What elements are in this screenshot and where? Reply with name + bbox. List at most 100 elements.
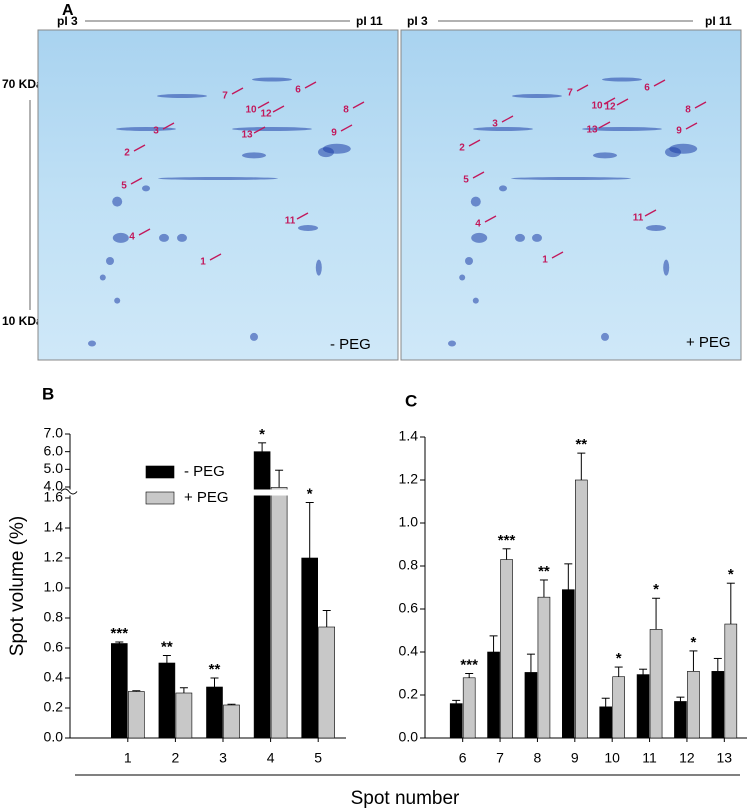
x-tick-label: 12 [679, 750, 695, 766]
bar [462, 677, 476, 739]
panel-label: C [405, 391, 417, 410]
spot-label: 4 [129, 232, 135, 243]
spot-arrow [138, 228, 151, 236]
spot-arrow [644, 209, 657, 217]
y-tick-label: 0.8 [399, 557, 419, 573]
y-tick-label: 0.8 [44, 609, 64, 625]
significance: * [728, 566, 734, 583]
x-tick-label: 9 [571, 750, 579, 766]
spot-arrow [133, 144, 146, 152]
spot-arrow [653, 79, 666, 87]
x-tick-label: 3 [219, 750, 227, 766]
spot-label: 4 [475, 219, 481, 230]
spot-arrow [296, 212, 309, 220]
spot-arrow [576, 84, 589, 92]
gel-spot [602, 77, 642, 82]
significance: ** [161, 638, 173, 655]
spot-arrow [352, 101, 365, 109]
spot-label: 1 [200, 257, 206, 268]
mw-label: 70 KDa [2, 77, 43, 91]
spot-label: 3 [492, 119, 498, 130]
mw-label: 10 KDa [2, 314, 43, 328]
gel-spot [315, 259, 322, 276]
spot-arrow [616, 98, 629, 106]
x-tick-label: 10 [604, 750, 620, 766]
gel-spot [465, 257, 473, 265]
y-tick-label: 0.2 [399, 686, 419, 702]
gel-spot [646, 225, 666, 231]
spot-arrow [694, 101, 707, 109]
x-tick-label: 1 [124, 750, 132, 766]
bar [158, 662, 176, 739]
bar [128, 691, 145, 739]
gel-spot [448, 340, 456, 347]
bar [687, 671, 700, 739]
y-tick-label: 0.4 [44, 669, 64, 685]
spot-arrow [551, 251, 564, 259]
gel-spot [242, 152, 266, 159]
bar [318, 626, 336, 739]
gel-spot [663, 259, 670, 276]
bar [500, 559, 513, 739]
gel-spot [159, 233, 169, 242]
spot-arrow [162, 122, 175, 130]
spot-arrow [253, 126, 266, 134]
bar [301, 557, 319, 739]
y-tick-label: 5.0 [44, 460, 64, 476]
gel-spot [298, 225, 318, 231]
legend-label: + PEG [184, 489, 229, 506]
gel-condition: + PEG [686, 334, 731, 351]
x-tick-label: 7 [496, 750, 504, 766]
y-tick-label: 7.0 [44, 425, 64, 441]
spot-label: 1 [542, 255, 548, 266]
gel-image [400, 29, 742, 361]
spot-arrow [501, 115, 514, 123]
spot-arrow [340, 124, 353, 132]
spot-label: 9 [331, 128, 337, 139]
significance: *** [498, 532, 516, 549]
gel-spot [472, 297, 479, 304]
significance: * [259, 426, 265, 443]
spot-label: 11 [285, 216, 296, 227]
gel-condition: - PEG [330, 336, 371, 353]
bar [175, 692, 193, 739]
spot-label: 2 [124, 148, 130, 159]
y-tick-label: 4.0 [44, 478, 64, 494]
spot-arrow [468, 139, 481, 147]
y-tick-label: 0.2 [44, 699, 64, 715]
bar [449, 703, 463, 739]
gel-spot [512, 94, 562, 98]
gel-spot [470, 196, 481, 207]
y-tick-label: 1.0 [44, 579, 64, 595]
significance: * [616, 650, 622, 667]
spot-label: 10 [591, 101, 603, 112]
y-tick-label: 0.0 [44, 729, 64, 745]
panel-label: B [42, 384, 54, 403]
spot-arrow [685, 122, 698, 130]
gel-spot [515, 233, 525, 242]
significance: ** [209, 661, 221, 678]
spot-label: 7 [222, 91, 228, 102]
spot-label: 12 [260, 109, 272, 120]
bar [649, 629, 663, 739]
gel-spot [471, 232, 488, 243]
gel-spot [250, 332, 258, 341]
legend-label: - PEG [184, 463, 225, 480]
spot-arrow [231, 87, 244, 95]
spot-label: 8 [343, 105, 349, 116]
gel-spot [157, 94, 207, 98]
bar [487, 651, 500, 739]
bar [270, 487, 288, 739]
gel-spot [114, 297, 121, 304]
gel-spot [459, 274, 466, 281]
spot-label: 5 [121, 181, 127, 192]
significance: ** [575, 436, 587, 453]
significance: * [653, 581, 659, 598]
y-tick-label: 1.0 [399, 514, 419, 530]
bar [206, 686, 223, 739]
bar [223, 704, 240, 739]
gel-spot [116, 127, 176, 131]
gel-spot [473, 127, 533, 131]
pi-label: pI 3 [57, 14, 78, 28]
